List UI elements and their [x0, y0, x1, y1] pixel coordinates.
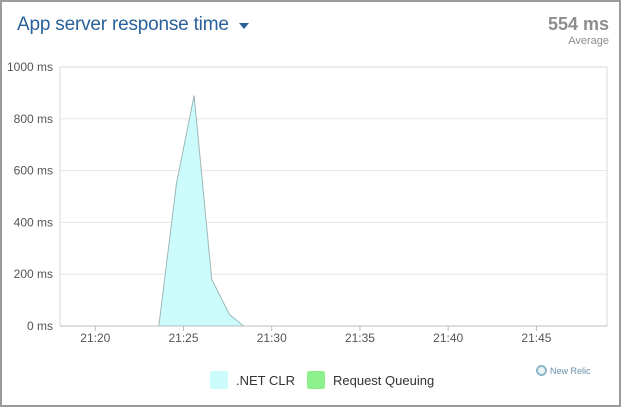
x-tick-label: 21:20 — [80, 331, 110, 345]
x-tick-label: 21:25 — [169, 331, 199, 345]
series-line — [158, 95, 244, 327]
legend-item-net-clr[interactable]: .NET CLR — [210, 371, 295, 389]
y-tick-label: 0 ms — [27, 319, 53, 333]
chart-title-dropdown[interactable]: App server response time — [17, 14, 249, 36]
plot-border — [59, 66, 608, 327]
brand-label: New Relic — [550, 365, 591, 376]
legend-item-request-queuing[interactable]: Request Queuing — [307, 371, 434, 389]
legend-label: Request Queuing — [333, 372, 435, 388]
y-tick-label: 400 ms — [14, 215, 53, 229]
new-relic-icon — [536, 365, 547, 376]
chart-legend: .NET CLR Request Queuing — [210, 371, 434, 389]
average-summary: 554 ms Average — [548, 14, 609, 48]
y-tick-label: 1000 ms — [7, 60, 53, 74]
chart-areas — [158, 95, 244, 327]
average-value: 554 ms — [547, 14, 609, 34]
x-tick-label: 21:40 — [433, 331, 463, 345]
legend-swatch — [210, 371, 228, 389]
y-tick-label: 200 ms — [14, 267, 53, 281]
y-tick-label: 600 ms — [14, 164, 53, 178]
x-tick-label: 21:30 — [257, 331, 287, 345]
chart-title: App server response time — [17, 14, 229, 35]
y-axis-ticks: 0 ms 200 ms 400 ms 600 ms 800 ms 1000 ms — [7, 60, 53, 333]
chart-frame — [59, 66, 608, 327]
x-tick-label: 21:35 — [345, 331, 375, 345]
chevron-down-icon[interactable] — [238, 23, 249, 29]
x-tick-label: 21:45 — [521, 331, 551, 345]
chart-grid — [60, 66, 607, 275]
legend-swatch — [307, 371, 325, 389]
y-tick-label: 800 ms — [14, 112, 53, 126]
series-area — [158, 95, 244, 327]
new-relic-logo: New Relic — [536, 365, 591, 376]
legend-label: .NET CLR — [236, 372, 295, 388]
x-axis-ticks: 21:20 21:25 21:30 21:35 21:40 21:45 — [80, 326, 552, 345]
average-label: Average — [568, 35, 609, 47]
